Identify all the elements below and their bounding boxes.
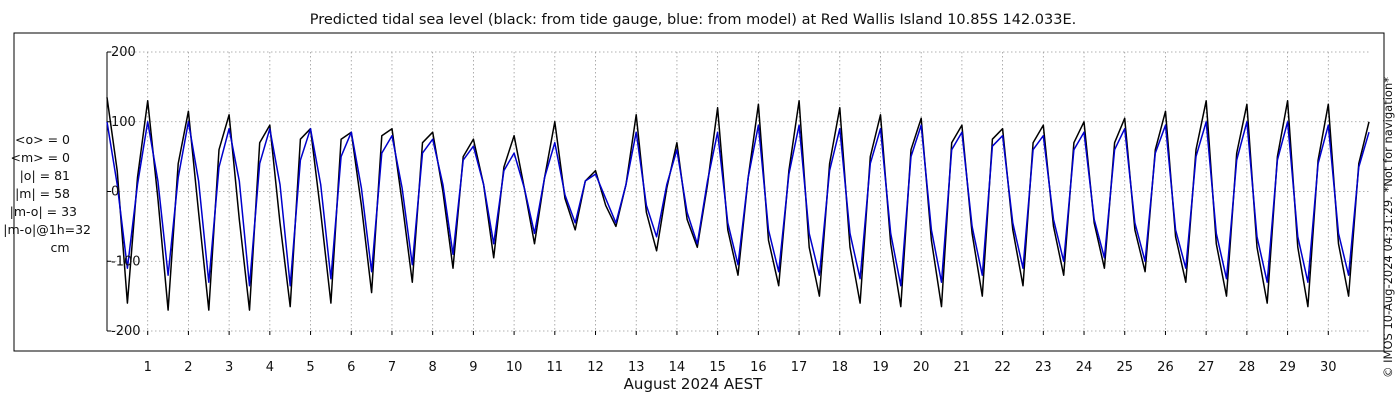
x-tick-label: 20 bbox=[913, 360, 930, 375]
stat-line: <o> = 0 bbox=[15, 132, 70, 147]
x-tick-label: 21 bbox=[954, 360, 971, 375]
x-tick-label: 7 bbox=[388, 360, 396, 375]
x-tick-label: 22 bbox=[994, 360, 1011, 375]
x-tick-label: 17 bbox=[791, 360, 808, 375]
x-tick-label: 30 bbox=[1320, 360, 1337, 375]
x-tick-label: 26 bbox=[1157, 360, 1174, 375]
stat-line: |m| = 58 bbox=[15, 186, 70, 201]
chart-title: Predicted tidal sea level (black: from t… bbox=[310, 12, 1077, 28]
x-tick-label: 25 bbox=[1116, 360, 1133, 375]
grid-layer bbox=[107, 51, 1369, 332]
y-ticks-layer: -200 -100 0 100 200 bbox=[107, 45, 141, 339]
x-tick-label: 12 bbox=[587, 360, 604, 375]
x-tick-label: 6 bbox=[347, 360, 355, 375]
x-tick-label: 28 bbox=[1239, 360, 1256, 375]
x-tick-label: 16 bbox=[750, 360, 767, 375]
y-tick-label: 100 bbox=[111, 115, 136, 130]
x-tick-label: 15 bbox=[709, 360, 726, 375]
stat-line: <m> = 0 bbox=[11, 150, 71, 165]
stat-line: |m-o| = 33 bbox=[10, 204, 77, 219]
model-series-line bbox=[106, 121, 1370, 287]
y-tick-label: 200 bbox=[111, 45, 136, 60]
x-tick-label: 11 bbox=[547, 360, 564, 375]
x-tick-label: 2 bbox=[184, 360, 192, 375]
gauge-series-line bbox=[106, 97, 1370, 311]
plot-area bbox=[107, 52, 1369, 331]
x-tick-label: 10 bbox=[506, 360, 523, 375]
series-layer bbox=[106, 97, 1370, 311]
x-axis-label: August 2024 AEST bbox=[624, 375, 763, 393]
x-tick-label: 23 bbox=[1035, 360, 1052, 375]
outer-frame bbox=[13, 32, 1385, 352]
stats-block: <o> = 0 <m> = 0 |o| = 81 |m| = 58 |m-o| … bbox=[3, 132, 91, 255]
x-tick-label: 4 bbox=[266, 360, 274, 375]
y-tick-label: -200 bbox=[111, 324, 141, 339]
x-tick-label: 13 bbox=[628, 360, 645, 375]
x-tick-label: 29 bbox=[1279, 360, 1296, 375]
stat-line: |o| = 81 bbox=[20, 168, 70, 183]
x-tick-label: 1 bbox=[144, 360, 152, 375]
x-tick-label: 27 bbox=[1198, 360, 1215, 375]
x-tick-label: 19 bbox=[872, 360, 889, 375]
x-ticks-layer: 1 2 3 4 5 6 7 8 9 10 11 12 13 14 15 16 17 18 19 20 21 22 23 24 2… bbox=[144, 331, 1337, 375]
x-tick-label: 24 bbox=[1076, 360, 1093, 375]
x-tick-label: 3 bbox=[225, 360, 233, 375]
stat-line: cm bbox=[50, 240, 69, 255]
copyright-note: © IMOS 10-Aug-2024 04:31:29. *Not for na… bbox=[1381, 77, 1395, 378]
stat-line: |m-o|@1h=32 bbox=[3, 222, 91, 237]
x-tick-label: 14 bbox=[669, 360, 686, 375]
x-tick-label: 8 bbox=[429, 360, 437, 375]
x-tick-label: 18 bbox=[832, 360, 849, 375]
y-tick-label: -100 bbox=[111, 254, 141, 269]
y-tick-label: 0 bbox=[111, 185, 119, 200]
x-tick-label: 9 bbox=[469, 360, 477, 375]
x-tick-label: 5 bbox=[306, 360, 314, 375]
